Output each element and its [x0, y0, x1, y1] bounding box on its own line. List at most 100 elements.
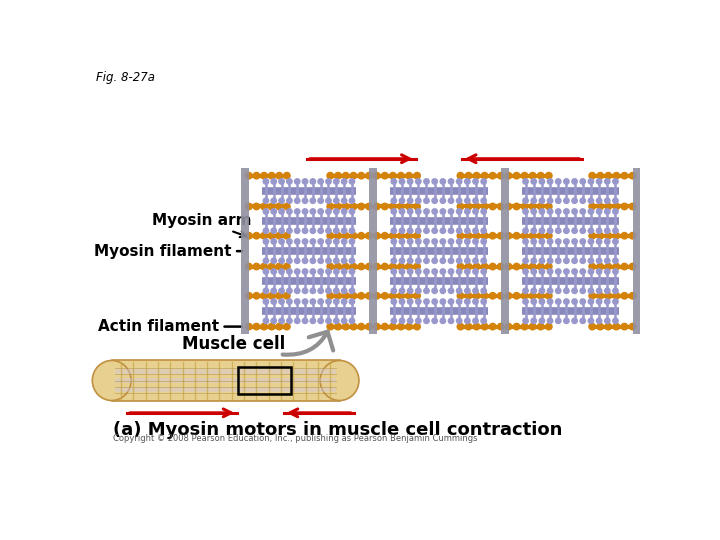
Circle shape [465, 233, 472, 239]
Circle shape [415, 258, 421, 264]
Circle shape [546, 233, 552, 239]
Circle shape [318, 209, 323, 214]
Circle shape [424, 239, 429, 244]
Circle shape [335, 323, 341, 330]
Circle shape [539, 179, 544, 184]
Circle shape [391, 209, 397, 214]
Circle shape [350, 203, 356, 210]
Circle shape [580, 179, 585, 184]
Circle shape [481, 198, 487, 204]
Circle shape [613, 269, 618, 274]
Circle shape [408, 179, 413, 184]
Circle shape [333, 228, 339, 233]
Circle shape [597, 233, 603, 239]
Circle shape [521, 233, 528, 239]
Circle shape [279, 258, 284, 264]
Circle shape [605, 318, 610, 323]
Circle shape [390, 203, 396, 210]
Circle shape [261, 323, 267, 330]
Circle shape [366, 293, 372, 299]
Circle shape [490, 323, 496, 330]
Circle shape [287, 179, 292, 184]
Circle shape [513, 172, 520, 179]
Circle shape [539, 209, 544, 214]
Circle shape [521, 323, 528, 330]
Circle shape [333, 179, 339, 184]
Circle shape [597, 172, 603, 179]
Circle shape [287, 228, 292, 233]
Circle shape [481, 258, 487, 264]
Circle shape [613, 198, 618, 204]
Circle shape [547, 209, 553, 214]
Circle shape [605, 299, 610, 304]
Circle shape [294, 288, 300, 294]
Circle shape [310, 299, 315, 304]
Circle shape [391, 258, 397, 264]
Circle shape [310, 258, 315, 264]
Circle shape [505, 293, 512, 299]
Circle shape [341, 258, 347, 264]
Circle shape [572, 228, 577, 233]
Circle shape [264, 209, 269, 214]
Circle shape [424, 269, 429, 274]
Circle shape [572, 179, 577, 184]
Circle shape [440, 239, 446, 244]
Circle shape [457, 264, 464, 270]
Circle shape [397, 293, 404, 299]
Circle shape [264, 288, 269, 294]
Circle shape [473, 179, 478, 184]
Circle shape [408, 228, 413, 233]
Circle shape [580, 209, 585, 214]
Circle shape [391, 269, 397, 274]
Circle shape [465, 323, 472, 330]
Circle shape [279, 228, 284, 233]
Circle shape [366, 264, 372, 270]
Circle shape [406, 172, 413, 179]
Circle shape [335, 293, 341, 299]
Circle shape [318, 228, 323, 233]
Circle shape [529, 172, 536, 179]
Circle shape [253, 233, 260, 239]
Circle shape [564, 318, 569, 323]
Circle shape [333, 299, 339, 304]
Circle shape [547, 239, 553, 244]
Circle shape [556, 209, 561, 214]
Circle shape [621, 264, 628, 270]
Circle shape [302, 288, 307, 294]
Circle shape [325, 258, 331, 264]
Circle shape [456, 239, 462, 244]
Circle shape [253, 264, 260, 270]
Circle shape [310, 198, 315, 204]
Circle shape [382, 172, 388, 179]
Circle shape [440, 209, 446, 214]
Circle shape [547, 318, 553, 323]
Circle shape [521, 172, 528, 179]
Circle shape [440, 299, 446, 304]
Circle shape [246, 293, 252, 299]
Circle shape [350, 323, 356, 330]
Circle shape [513, 203, 520, 210]
Circle shape [629, 233, 636, 239]
Circle shape [498, 203, 504, 210]
Circle shape [424, 258, 429, 264]
Circle shape [572, 239, 577, 244]
Circle shape [415, 198, 421, 204]
Circle shape [269, 172, 275, 179]
Circle shape [414, 323, 420, 330]
Circle shape [605, 323, 611, 330]
Circle shape [580, 269, 585, 274]
Circle shape [456, 288, 462, 294]
Circle shape [271, 179, 276, 184]
Circle shape [382, 233, 388, 239]
Circle shape [310, 318, 315, 323]
Circle shape [264, 179, 269, 184]
Circle shape [279, 318, 284, 323]
Circle shape [287, 318, 292, 323]
Circle shape [343, 264, 349, 270]
Circle shape [302, 299, 307, 304]
Circle shape [588, 239, 594, 244]
Circle shape [302, 228, 307, 233]
Bar [500, 168, 508, 334]
Circle shape [406, 233, 413, 239]
Circle shape [597, 203, 603, 210]
